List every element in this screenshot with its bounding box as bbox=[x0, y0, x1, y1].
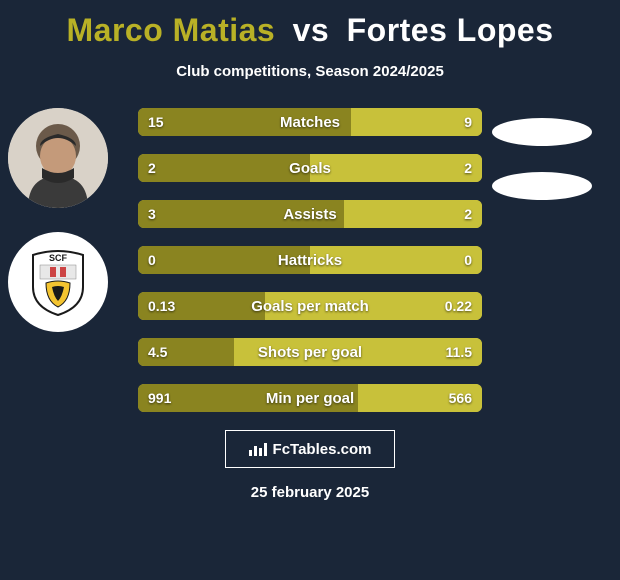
stat-bars: 159Matches22Goals32Assists00Hattricks0.1… bbox=[138, 108, 482, 412]
subtitle: Club competitions, Season 2024/2025 bbox=[0, 63, 620, 80]
page-title: Marco Matias vs Fortes Lopes bbox=[0, 0, 620, 49]
player2-name: Fortes Lopes bbox=[347, 12, 554, 48]
title-vs: vs bbox=[293, 12, 330, 48]
stat-row: 159Matches bbox=[138, 108, 482, 136]
player2-badge-placeholder bbox=[492, 172, 592, 200]
chart-icon bbox=[249, 442, 267, 456]
stat-value-right: 0.22 bbox=[445, 292, 472, 320]
stat-row: 991566Min per goal bbox=[138, 384, 482, 412]
player1-avatar bbox=[8, 108, 108, 208]
stat-value-right: 2 bbox=[464, 200, 472, 228]
left-avatars: SCF bbox=[8, 108, 118, 332]
stat-value-right: 9 bbox=[464, 108, 472, 136]
club-badge: SCF bbox=[8, 232, 108, 332]
stat-value-left: 4.5 bbox=[148, 338, 167, 366]
right-ovals bbox=[492, 118, 602, 226]
stat-value-right: 11.5 bbox=[446, 338, 472, 366]
stat-value-left: 0 bbox=[148, 246, 156, 274]
badge-text: SCF bbox=[49, 253, 68, 263]
bar-fill-right bbox=[351, 108, 482, 136]
stat-row: 22Goals bbox=[138, 154, 482, 182]
stat-value-left: 2 bbox=[148, 154, 156, 182]
stat-row: 32Assists bbox=[138, 200, 482, 228]
stat-value-left: 0.13 bbox=[148, 292, 175, 320]
footer-date: 25 february 2025 bbox=[0, 484, 620, 501]
player2-avatar-placeholder bbox=[492, 118, 592, 146]
bar-fill-left bbox=[138, 108, 351, 136]
comparison-content: SCF 159Matches22Goals32Assists00Hattrick… bbox=[0, 108, 620, 412]
bar-fill-right bbox=[310, 246, 482, 274]
bar-fill-right bbox=[310, 154, 482, 182]
footer-logo[interactable]: FcTables.com bbox=[225, 430, 395, 468]
stat-value-right: 2 bbox=[464, 154, 472, 182]
footer-site: FcTables.com bbox=[273, 441, 372, 458]
stat-row: 4.511.5Shots per goal bbox=[138, 338, 482, 366]
stat-row: 0.130.22Goals per match bbox=[138, 292, 482, 320]
stat-value-right: 566 bbox=[449, 384, 472, 412]
stat-value-left: 15 bbox=[148, 108, 164, 136]
stat-value-left: 3 bbox=[148, 200, 156, 228]
shield-icon: SCF bbox=[28, 247, 88, 317]
stat-value-left: 991 bbox=[148, 384, 171, 412]
bar-fill-left bbox=[138, 246, 310, 274]
player1-name: Marco Matias bbox=[66, 12, 275, 48]
stat-row: 00Hattricks bbox=[138, 246, 482, 274]
stat-value-right: 0 bbox=[464, 246, 472, 274]
bar-fill-left bbox=[138, 154, 310, 182]
bar-fill-right bbox=[344, 200, 482, 228]
bar-fill-left bbox=[138, 200, 344, 228]
avatar-placeholder-icon bbox=[8, 108, 108, 208]
